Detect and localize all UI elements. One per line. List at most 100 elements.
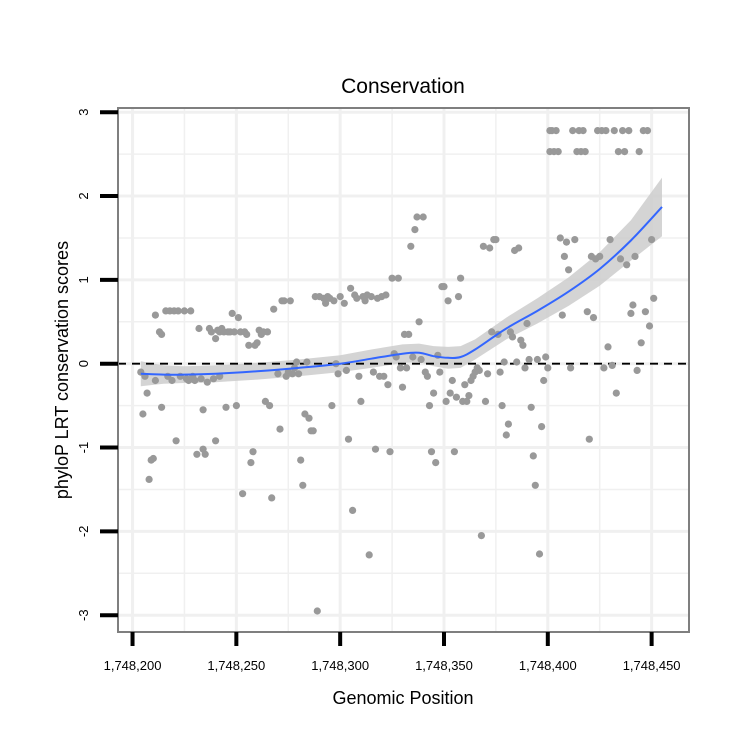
data-point bbox=[610, 127, 618, 135]
grid-lines bbox=[118, 108, 689, 632]
data-point bbox=[180, 307, 188, 315]
data-point bbox=[446, 389, 454, 397]
x-tick-label: 1,748,450 bbox=[623, 658, 681, 673]
data-point bbox=[151, 311, 159, 319]
data-point bbox=[247, 459, 255, 467]
data-point bbox=[477, 532, 485, 540]
x-tick-label: 1,748,350 bbox=[415, 658, 473, 673]
data-point bbox=[457, 274, 465, 282]
data-point bbox=[405, 330, 413, 338]
x-tick-label: 1,748,250 bbox=[207, 658, 265, 673]
y-axis-label: phyloP LRT conservation scores bbox=[52, 241, 72, 499]
data-point bbox=[454, 293, 463, 301]
data-point bbox=[303, 358, 311, 366]
data-point bbox=[560, 252, 569, 260]
data-point bbox=[579, 127, 587, 135]
data-point bbox=[621, 148, 629, 156]
data-point bbox=[371, 445, 380, 453]
data-point bbox=[388, 274, 396, 282]
data-point bbox=[589, 314, 598, 322]
data-point bbox=[396, 364, 404, 372]
x-axis: 1,748,200 1,748,250 1,748,300 1,748,350 1,74… bbox=[104, 631, 689, 673]
data-point bbox=[249, 448, 257, 456]
data-point bbox=[367, 293, 375, 301]
y-tick-label: -3 bbox=[76, 609, 91, 621]
data-point bbox=[465, 392, 473, 400]
data-points bbox=[137, 127, 658, 615]
data-point bbox=[263, 328, 272, 336]
data-point bbox=[344, 435, 353, 443]
data-point bbox=[172, 437, 180, 445]
data-point bbox=[380, 372, 388, 380]
data-point bbox=[542, 353, 550, 361]
data-point bbox=[631, 252, 639, 260]
y-tick-label: 3 bbox=[76, 109, 91, 116]
data-point bbox=[403, 364, 411, 372]
data-point bbox=[409, 353, 417, 361]
data-point bbox=[417, 355, 425, 364]
data-point bbox=[637, 339, 645, 347]
data-point bbox=[513, 358, 521, 366]
data-point bbox=[253, 339, 261, 347]
data-point bbox=[641, 308, 650, 316]
data-point bbox=[648, 236, 656, 244]
data-point bbox=[299, 481, 307, 489]
data-point bbox=[498, 402, 506, 410]
data-point bbox=[535, 550, 544, 558]
data-point bbox=[452, 393, 460, 401]
data-point bbox=[492, 236, 500, 244]
data-point bbox=[328, 402, 336, 410]
data-point bbox=[158, 403, 166, 411]
data-point bbox=[558, 311, 566, 319]
data-point bbox=[461, 381, 469, 389]
data-point bbox=[313, 607, 321, 615]
data-point bbox=[276, 425, 284, 433]
data-point bbox=[212, 335, 220, 343]
data-point bbox=[305, 414, 313, 422]
data-point bbox=[365, 551, 373, 559]
data-point bbox=[149, 454, 157, 463]
data-point bbox=[270, 305, 278, 313]
data-point bbox=[288, 370, 296, 378]
y-tick-label: -1 bbox=[76, 442, 91, 454]
data-point bbox=[199, 406, 207, 414]
data-point bbox=[600, 364, 608, 372]
data-point bbox=[540, 376, 548, 385]
data-point bbox=[407, 242, 415, 250]
data-point bbox=[268, 494, 276, 502]
data-point bbox=[602, 127, 610, 135]
data-point bbox=[442, 397, 450, 405]
data-point bbox=[502, 431, 510, 439]
data-point bbox=[486, 244, 494, 252]
data-point bbox=[382, 291, 390, 299]
data-point bbox=[361, 297, 369, 305]
data-point bbox=[386, 448, 394, 456]
data-point bbox=[425, 402, 434, 410]
data-point bbox=[643, 127, 652, 135]
data-point bbox=[413, 213, 421, 221]
data-point bbox=[496, 368, 504, 376]
data-point bbox=[463, 397, 471, 405]
data-point bbox=[355, 372, 363, 380]
data-point bbox=[519, 341, 527, 349]
data-point bbox=[266, 402, 274, 410]
data-point bbox=[245, 341, 253, 349]
data-point bbox=[531, 481, 539, 489]
data-point bbox=[488, 328, 496, 336]
data-point bbox=[286, 297, 294, 305]
data-point bbox=[195, 324, 203, 333]
data-point bbox=[158, 330, 166, 338]
y-tick-label: 0 bbox=[76, 360, 91, 367]
data-point bbox=[174, 307, 182, 315]
data-point bbox=[585, 435, 593, 443]
data-point bbox=[583, 308, 591, 316]
data-point bbox=[212, 437, 220, 445]
data-point bbox=[423, 372, 431, 380]
data-point bbox=[521, 364, 529, 372]
data-point bbox=[347, 284, 355, 292]
data-point bbox=[554, 148, 562, 156]
data-point bbox=[297, 456, 305, 464]
data-point bbox=[274, 370, 282, 378]
data-point bbox=[440, 283, 448, 291]
data-point bbox=[612, 389, 620, 397]
